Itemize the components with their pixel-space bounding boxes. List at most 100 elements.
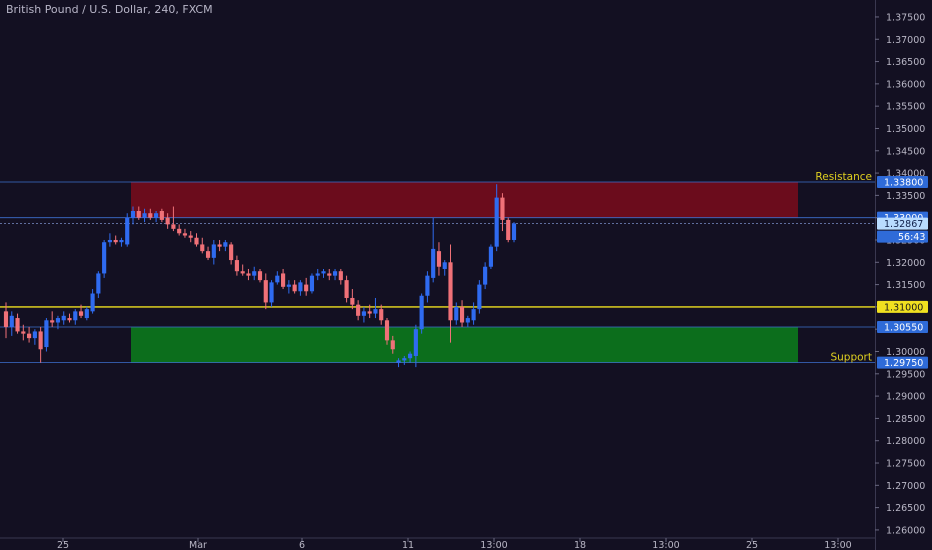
candle-body xyxy=(494,197,499,247)
candle-body xyxy=(234,260,239,272)
resistance-zone xyxy=(131,181,798,218)
candle-body xyxy=(78,311,84,316)
candle-body xyxy=(286,284,291,287)
candle-body xyxy=(257,271,263,281)
price-badge: 1.33800 xyxy=(884,177,923,188)
candle-body xyxy=(448,262,453,321)
price-badge-bg xyxy=(877,300,928,313)
candle-body xyxy=(67,318,72,321)
candle-body xyxy=(344,280,349,298)
price-tick-label: 1.27000 xyxy=(886,481,925,492)
candle-body xyxy=(165,217,170,225)
candle-body xyxy=(263,280,268,303)
price-badge: 1.31000 xyxy=(884,302,923,313)
candle-body xyxy=(483,266,488,285)
candle-body xyxy=(327,273,332,276)
current-price-badge-bg xyxy=(877,217,928,230)
price-tick-label: 1.29500 xyxy=(886,369,925,380)
candle-body xyxy=(205,251,211,258)
candle-body xyxy=(408,353,413,359)
candle-body xyxy=(15,318,20,332)
candle-body xyxy=(488,246,493,267)
time-tick-label: 11 xyxy=(402,540,414,550)
candle-body xyxy=(361,311,366,316)
candle-body xyxy=(3,311,9,327)
candle-body xyxy=(229,244,234,261)
candle-body xyxy=(27,333,32,339)
price-tick-label: 1.26000 xyxy=(886,525,925,536)
candle-body xyxy=(292,284,297,292)
candle-body xyxy=(55,318,61,323)
candle-body xyxy=(223,242,228,247)
candle-body xyxy=(177,228,182,234)
chart-title: British Pound / U.S. Dollar, 240, FXCM xyxy=(6,3,213,16)
candle-body xyxy=(73,311,78,321)
price-tick-label: 1.34500 xyxy=(886,146,925,157)
candle-body xyxy=(159,210,164,220)
candle-body xyxy=(9,315,14,327)
price-badge-bg xyxy=(877,175,928,188)
candle-body xyxy=(373,309,378,314)
candle-body xyxy=(379,309,384,321)
candle-body xyxy=(304,284,309,292)
price-badge: 1.29750 xyxy=(884,358,923,369)
countdown-badge: 56:43 xyxy=(898,232,925,243)
candle-body xyxy=(459,306,465,323)
price-tick-label: 1.28000 xyxy=(886,436,925,447)
candle-body xyxy=(211,244,216,258)
candle-body xyxy=(136,210,141,218)
candle-body xyxy=(442,262,447,269)
candle-body xyxy=(171,224,176,229)
candle-body xyxy=(315,273,320,276)
candle-body xyxy=(130,210,136,218)
candle-body xyxy=(200,244,205,252)
candle-body xyxy=(32,331,37,339)
candle-body xyxy=(500,197,505,220)
price-tick-label: 1.26500 xyxy=(886,503,925,514)
candle-body xyxy=(396,360,401,363)
candle-body xyxy=(96,273,101,294)
candle-body xyxy=(425,275,430,296)
candle-body xyxy=(511,223,517,240)
price-tick-label: 1.33500 xyxy=(886,191,925,202)
support-zone xyxy=(131,326,798,363)
candle-body xyxy=(182,233,188,236)
price-badge-bg xyxy=(877,320,928,333)
candle-body xyxy=(113,239,118,243)
candle-body xyxy=(477,284,482,310)
price-tick-label: 1.37500 xyxy=(886,12,925,23)
candle-body xyxy=(281,273,286,287)
candle-body xyxy=(217,244,222,247)
time-tick-label: 6 xyxy=(299,540,305,550)
candle-body xyxy=(321,271,326,274)
price-tick-label: 1.35000 xyxy=(886,124,925,135)
current-price-badge: 1.32867 xyxy=(884,219,923,230)
candle-body xyxy=(125,217,130,245)
time-tick-label: Mar xyxy=(189,540,207,550)
candle-body xyxy=(402,358,407,361)
candle-body xyxy=(107,239,112,243)
price-tick-label: 1.36000 xyxy=(886,79,925,90)
candle-body xyxy=(384,320,390,341)
candle-body xyxy=(419,295,424,330)
candle-body xyxy=(413,329,418,356)
candle-body xyxy=(454,306,459,321)
candle-body xyxy=(142,213,147,218)
price-tick-label: 1.37000 xyxy=(886,35,925,46)
price-tick-label: 1.32000 xyxy=(886,258,925,269)
candle-body xyxy=(275,275,280,283)
candle-body xyxy=(465,318,470,323)
candle-body xyxy=(90,293,95,312)
price-tick-label: 1.36500 xyxy=(886,57,925,68)
candle-body xyxy=(21,331,26,334)
candle-body xyxy=(309,275,315,292)
candle-body xyxy=(506,219,511,240)
time-tick-label: 25 xyxy=(57,540,69,550)
price-axis xyxy=(875,0,932,550)
candle-body xyxy=(269,282,274,303)
candle-body xyxy=(194,237,199,245)
time-tick-label: 13:00 xyxy=(824,540,851,550)
candle-body xyxy=(471,309,476,321)
